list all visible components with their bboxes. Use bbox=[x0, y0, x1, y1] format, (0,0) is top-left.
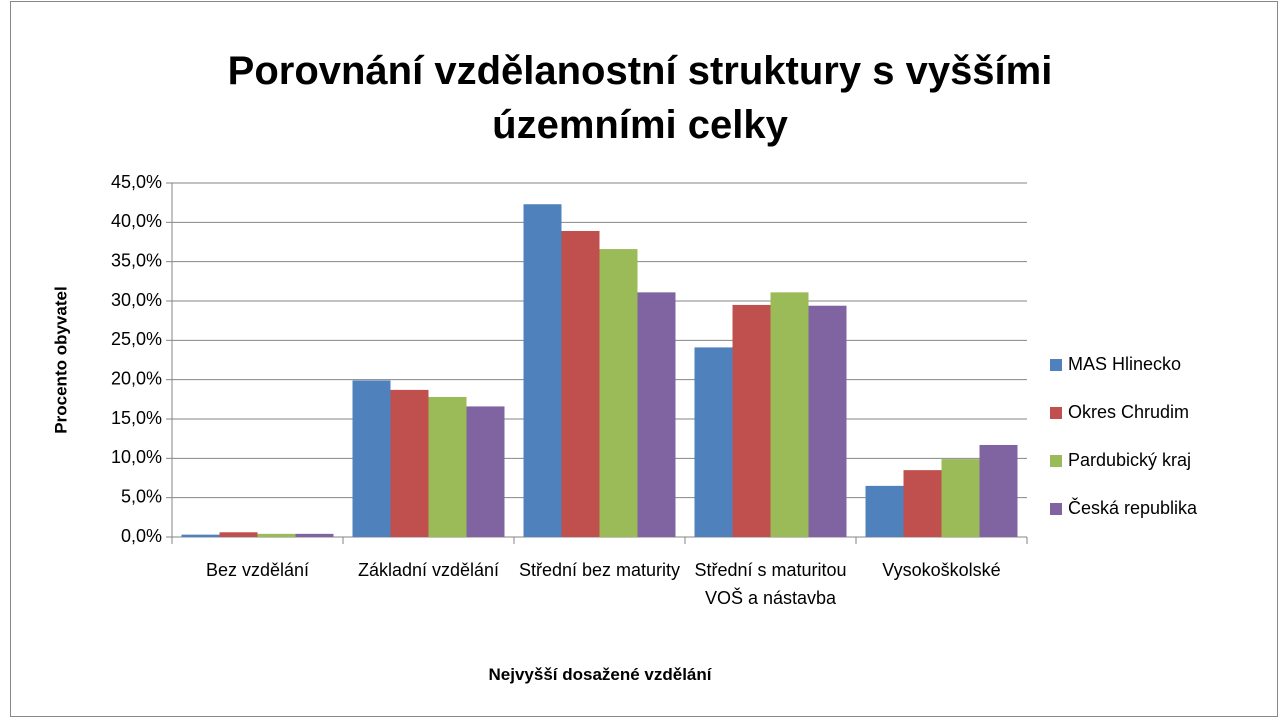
bar bbox=[599, 249, 638, 537]
legend-swatch bbox=[1050, 359, 1062, 371]
bar bbox=[808, 305, 847, 537]
x-tick-label: Bez vzdělání bbox=[205, 560, 310, 580]
x-tick-label: Střední bez maturity bbox=[518, 560, 681, 580]
legend-swatch bbox=[1050, 407, 1062, 419]
bar bbox=[732, 304, 771, 537]
bar bbox=[523, 204, 562, 538]
y-tick-label: 20,0% bbox=[111, 368, 162, 388]
bar bbox=[466, 406, 505, 537]
bar bbox=[865, 485, 904, 537]
bar bbox=[637, 292, 676, 537]
bar bbox=[352, 380, 391, 537]
y-tick-label: 40,0% bbox=[111, 211, 162, 231]
x-tick-label: Střední s maturitou VOŠ a nástavba bbox=[694, 560, 847, 608]
legend-swatch bbox=[1050, 503, 1062, 515]
bar bbox=[428, 396, 467, 537]
bar bbox=[390, 389, 429, 537]
y-tick-label: 25,0% bbox=[111, 329, 162, 349]
bar bbox=[770, 292, 809, 537]
bar bbox=[941, 459, 980, 537]
chart-title: Porovnání vzdělanostní struktury s vyšší… bbox=[227, 49, 1053, 147]
bar bbox=[295, 533, 334, 537]
y-tick-label: 15,0% bbox=[111, 408, 162, 428]
x-tick-label: Základní vzdělání bbox=[357, 560, 500, 580]
y-tick-label: 45,0% bbox=[111, 172, 162, 192]
y-tick-label: 0,0% bbox=[121, 526, 162, 546]
x-axis-label: Nejvyšší dosažené vzdělání bbox=[488, 665, 712, 684]
y-tick-label: 30,0% bbox=[111, 290, 162, 310]
x-tick-label: Vysokoškolské bbox=[882, 560, 1001, 580]
bar bbox=[219, 532, 258, 537]
y-tick-label: 35,0% bbox=[111, 250, 162, 270]
legend-label: Česká republika bbox=[1068, 497, 1198, 518]
y-axis-label: Procento obyvatel bbox=[51, 286, 70, 433]
y-tick-label: 10,0% bbox=[111, 447, 162, 467]
legend-swatch bbox=[1050, 455, 1062, 467]
legend-label: Pardubický kraj bbox=[1068, 450, 1191, 470]
y-tick-label: 5,0% bbox=[121, 486, 162, 506]
bar bbox=[257, 533, 296, 537]
bar bbox=[694, 347, 733, 537]
bar bbox=[903, 470, 942, 537]
bar bbox=[561, 230, 600, 537]
legend-label: Okres Chrudim bbox=[1068, 402, 1189, 422]
legend-label: MAS Hlinecko bbox=[1068, 354, 1181, 374]
bar bbox=[979, 444, 1018, 537]
bar bbox=[181, 534, 220, 537]
